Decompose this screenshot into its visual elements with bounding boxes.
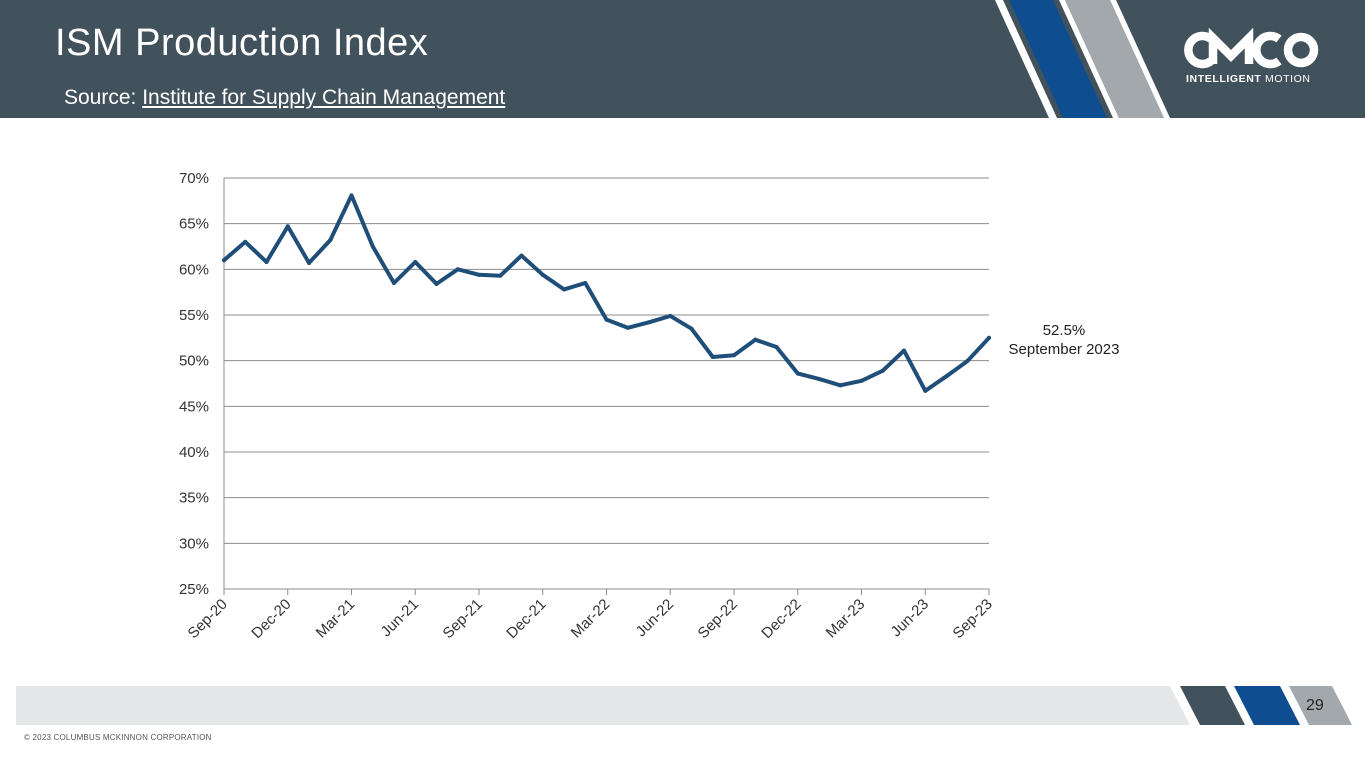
annotation-date: September 2023 bbox=[1009, 341, 1120, 358]
x-tick-label: Jun-22 bbox=[633, 596, 677, 640]
data-point-Nov-20 bbox=[264, 260, 269, 265]
header-stripe-gray bbox=[1065, 0, 1164, 118]
data-point-Jun-21 bbox=[413, 260, 418, 265]
x-tick-label: Sep-21 bbox=[440, 596, 486, 642]
data-point-Feb-21 bbox=[328, 238, 333, 243]
data-point-Apr-21 bbox=[370, 244, 375, 249]
data-point-Jun-22 bbox=[668, 313, 673, 318]
data-point-Sep-21 bbox=[477, 272, 481, 277]
series-group bbox=[222, 193, 991, 393]
footer-shape-blue bbox=[1234, 686, 1300, 725]
x-tick-label: Dec-22 bbox=[758, 596, 804, 642]
x-tick-label: Jun-23 bbox=[888, 596, 932, 640]
x-tick-label: Dec-21 bbox=[503, 596, 549, 642]
data-point-Jul-22 bbox=[689, 326, 694, 331]
y-tick-label: 40% bbox=[179, 444, 209, 461]
y-axis-labels: 25% 30% 35% 40% 45% 50% 55% 60% 65% 70% bbox=[179, 170, 209, 598]
x-tick-label: Sep-20 bbox=[185, 596, 231, 642]
data-point-Dec-22 bbox=[795, 371, 800, 376]
logo-tagline-rest: MOTION bbox=[1264, 73, 1311, 85]
data-point-Dec-20 bbox=[285, 224, 290, 229]
header-stripe-white-3 bbox=[1110, 0, 1170, 118]
data-point-Dec-21 bbox=[540, 272, 545, 277]
y-tick-label: 70% bbox=[179, 170, 209, 187]
x-tick-label: Sep-23 bbox=[950, 596, 996, 642]
x-tick-label: Mar-22 bbox=[568, 596, 614, 642]
data-point-May-22 bbox=[647, 320, 651, 325]
x-tick-label: Dec-20 bbox=[248, 596, 294, 642]
data-point-Sep-22 bbox=[732, 353, 736, 358]
logo-tagline: INTELLIGENT MOTION bbox=[1186, 73, 1311, 85]
data-point-Aug-23 bbox=[965, 358, 970, 363]
cmco-logo bbox=[1184, 28, 1319, 69]
x-tick-label: Sep-22 bbox=[695, 596, 741, 642]
footer-bar bbox=[16, 686, 1196, 725]
header-stripe-blue bbox=[1009, 0, 1107, 118]
header-accent-stripes bbox=[995, 0, 1170, 118]
y-tick-label: 45% bbox=[179, 398, 209, 415]
data-point-Nov-22 bbox=[774, 344, 779, 349]
data-point-Jan-22 bbox=[562, 287, 566, 292]
x-tick-label: Mar-21 bbox=[313, 596, 359, 642]
source-prefix: Source: bbox=[64, 86, 143, 109]
copyright: © 2023 COLUMBUS MCKINNON CORPORATION bbox=[24, 733, 212, 742]
axes bbox=[223, 178, 990, 595]
data-point-Mar-23 bbox=[859, 378, 864, 383]
data-point-Oct-21 bbox=[498, 273, 503, 278]
data-point-Aug-22 bbox=[710, 355, 715, 360]
data-point-Feb-23 bbox=[838, 383, 843, 388]
header-stripe-white-1 bbox=[995, 0, 1057, 118]
page-number: 29 bbox=[1306, 697, 1324, 714]
data-point-Nov-21 bbox=[519, 253, 524, 258]
data-point-May-23 bbox=[902, 348, 906, 353]
footer-accent-shapes bbox=[1170, 686, 1352, 725]
data-point-Mar-21 bbox=[349, 193, 354, 198]
data-point-Oct-22 bbox=[753, 337, 758, 342]
y-tick-label: 30% bbox=[179, 535, 209, 552]
y-tick-label: 35% bbox=[179, 490, 209, 507]
line-chart: 25% 30% 35% 40% 45% 50% 55% 60% 65% 70% Sep-20 Dec… bbox=[179, 170, 1120, 642]
x-axis-labels: Sep-20 Dec-20 Mar-21 Jun-21 Sep-21 Dec-21 Mar-… bbox=[185, 596, 996, 642]
cmco-logo-mark bbox=[1184, 28, 1319, 69]
source-line: Source: Institute for Supply Chain Manag… bbox=[64, 86, 505, 110]
data-point-Apr-22 bbox=[625, 325, 630, 330]
data-point-Oct-20 bbox=[243, 239, 248, 244]
logo-tagline-bold: INTELLIGENT bbox=[1186, 73, 1262, 85]
data-point-Feb-22 bbox=[583, 281, 588, 286]
footer-shape-gray bbox=[1289, 686, 1352, 725]
page-title: ISM Production Index bbox=[55, 22, 429, 64]
x-tick-label: Mar-23 bbox=[823, 596, 869, 642]
source-link[interactable]: Institute for Supply Chain Management bbox=[142, 86, 506, 109]
data-point-Mar-22 bbox=[604, 317, 609, 322]
y-tick-label: 60% bbox=[179, 261, 209, 278]
data-point-Sep-23 bbox=[987, 335, 991, 340]
footer-shape-dark bbox=[1180, 686, 1245, 725]
data-point-Jul-23 bbox=[944, 374, 949, 379]
data-point-Jul-21 bbox=[434, 281, 439, 286]
data-point-Aug-21 bbox=[455, 267, 460, 272]
data-point-Jan-21 bbox=[307, 260, 311, 265]
footer-shape-gap bbox=[1170, 686, 1200, 725]
gridlines bbox=[224, 177, 989, 544]
data-point-Sep-20 bbox=[222, 258, 226, 263]
y-tick-label: 55% bbox=[179, 307, 209, 324]
data-point-May-21 bbox=[392, 281, 396, 286]
y-tick-label: 25% bbox=[179, 581, 209, 598]
data-point-Apr-23 bbox=[880, 368, 885, 373]
y-tick-label: 50% bbox=[179, 353, 209, 370]
annotation-value: 52.5% bbox=[1043, 322, 1086, 339]
header-stripe-white-2 bbox=[1059, 0, 1119, 118]
y-tick-label: 65% bbox=[179, 216, 209, 233]
data-point-Jun-23 bbox=[923, 388, 928, 393]
data-point-Jan-23 bbox=[817, 376, 821, 381]
series-line-0 bbox=[222, 193, 991, 393]
x-tick-label: Jun-21 bbox=[378, 596, 422, 640]
